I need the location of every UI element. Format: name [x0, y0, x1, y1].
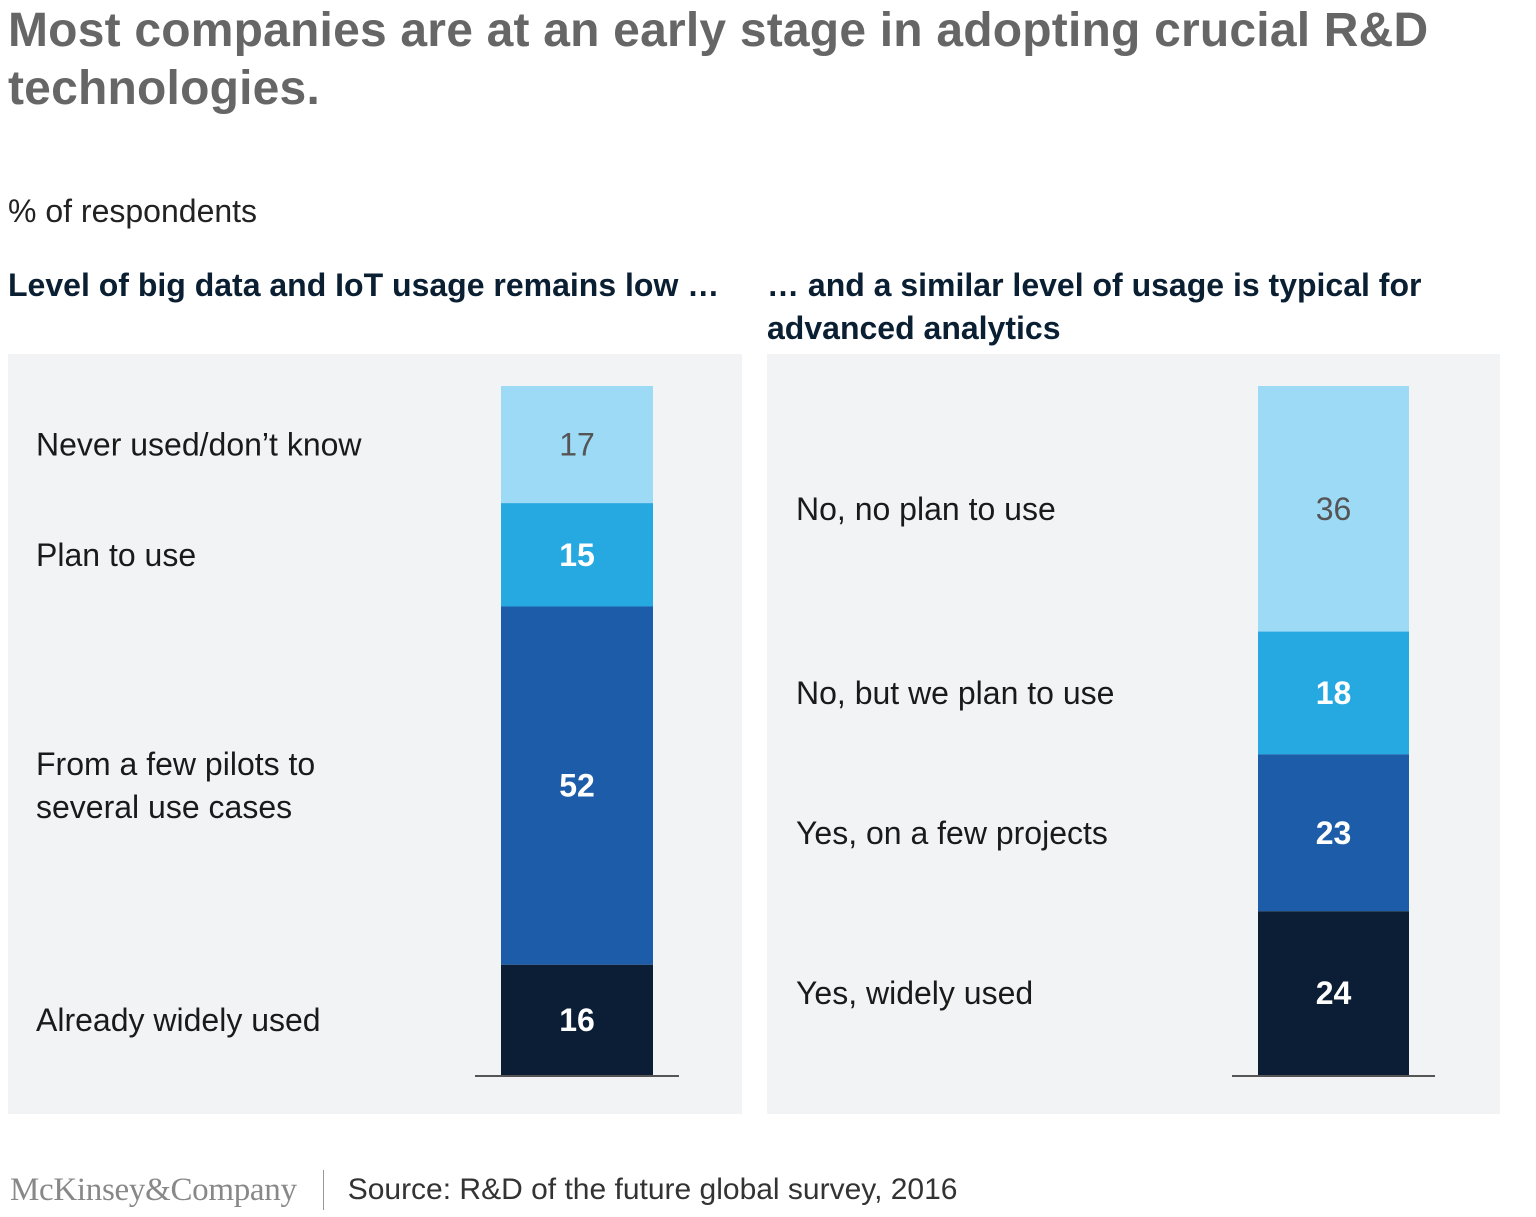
- bar-segment-4: [1258, 911, 1409, 1075]
- segment-value-label: 36: [1316, 491, 1352, 527]
- segment-category-label: Yes, on a few projects: [796, 815, 1108, 851]
- segment-category-label: Already widely used: [36, 1002, 321, 1038]
- segment-value-label: 18: [1316, 675, 1352, 711]
- big-data-iot-stacked-bar-chart: 17 Never used/don’t know 15 Plan to use 52 Fr…: [36, 386, 679, 1077]
- mckinsey-logo: McKinsey&Company: [10, 1171, 297, 1208]
- segment-value-label: 16: [559, 1002, 595, 1038]
- segment-value-label: 24: [1316, 975, 1352, 1011]
- advanced-analytics-stacked-bar-chart: 36 No, no plan to use 18 No, but we plan to…: [796, 386, 1435, 1077]
- segment-value-label: 15: [559, 537, 595, 573]
- right-chart-panel: 36 No, no plan to use 18 No, but we plan to…: [767, 354, 1500, 1114]
- bar-segment-2: [1258, 631, 1409, 755]
- footer-divider: [322, 1170, 324, 1210]
- segment-category-label: No, but we plan to use: [796, 675, 1114, 711]
- bar-segment-1: [1258, 386, 1409, 632]
- right-panel-heading: … and a similar level of usage is typica…: [767, 267, 1422, 346]
- bar-segment-3: [1258, 754, 1409, 912]
- segment-category-label: Never used/don’t know: [36, 427, 362, 463]
- source-note: Source: R&D of the future global survey,…: [347, 1173, 958, 1206]
- bar-segment-4: [501, 964, 653, 1075]
- segment-value-label: 23: [1316, 815, 1352, 851]
- bar-segment-2: [501, 503, 653, 607]
- bar-segment-3: [501, 606, 653, 965]
- segment-category-label: Yes, widely used: [796, 975, 1033, 1011]
- left-chart-panel: 17 Never used/don’t know 15 Plan to use 52 Fr…: [8, 354, 742, 1114]
- left-panel-heading: Level of big data and IoT usage remains …: [8, 267, 720, 303]
- segment-value-label: 52: [559, 768, 595, 804]
- segment-value-label: 17: [559, 427, 595, 463]
- segment-category-label: From a few pilots to several use cases: [36, 746, 315, 825]
- footer: McKinsey&Company Source: R&D of the futu…: [10, 1168, 957, 1212]
- bar-segment-1: [501, 386, 653, 504]
- chart-subtitle: % of respondents: [8, 193, 258, 229]
- segment-category-label: No, no plan to use: [796, 491, 1056, 527]
- segment-category-label: Plan to use: [36, 537, 196, 573]
- chart-title: Most companies are at an early stage in …: [8, 4, 1429, 115]
